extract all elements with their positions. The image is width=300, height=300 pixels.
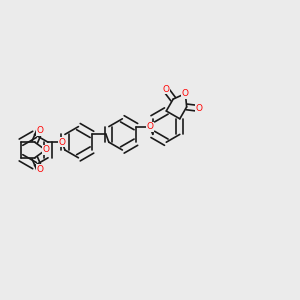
Text: O: O bbox=[36, 126, 43, 135]
Text: O: O bbox=[42, 146, 49, 154]
Text: O: O bbox=[36, 165, 43, 174]
Text: O: O bbox=[146, 122, 153, 131]
Text: O: O bbox=[196, 104, 203, 113]
Text: O: O bbox=[182, 89, 189, 98]
Text: O: O bbox=[162, 85, 169, 94]
Text: O: O bbox=[58, 138, 65, 147]
